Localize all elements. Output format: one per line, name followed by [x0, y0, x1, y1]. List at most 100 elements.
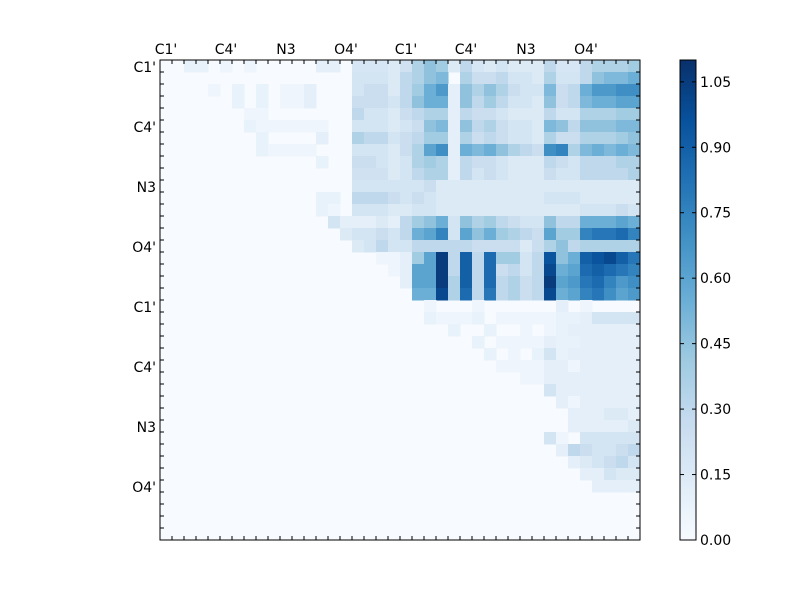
heatmap-cell [616, 144, 629, 157]
heatmap-cell [400, 120, 413, 133]
heatmap-cell [364, 108, 377, 121]
heatmap-cell [580, 252, 593, 265]
heatmap-cell [604, 192, 617, 205]
heatmap-cell [352, 132, 365, 145]
heatmap-cell [436, 228, 449, 241]
heatmap-cell [352, 120, 365, 133]
colorbar [679, 59, 697, 541]
heatmap-cell [244, 60, 257, 73]
heatmap-cell [508, 336, 521, 349]
heatmap-cell [568, 264, 581, 277]
heatmap-cell [580, 396, 593, 409]
heatmap-cell [616, 120, 629, 133]
heatmap-cell [508, 252, 521, 265]
heatmap-cell [616, 324, 629, 337]
minor-ticks [159, 59, 641, 541]
heatmap-cell [544, 240, 557, 253]
heatmap-cell [352, 192, 365, 205]
heatmap-cell [448, 60, 461, 73]
heatmap-cell [532, 132, 545, 145]
heatmap-cell [484, 156, 497, 169]
heatmap-cell [424, 240, 437, 253]
heatmap-cell [544, 384, 557, 397]
heatmap-cell [628, 216, 641, 229]
heatmap-cell [484, 132, 497, 145]
heatmap-cell [580, 468, 593, 481]
heatmap-cell [532, 84, 545, 97]
heatmap-cell [280, 96, 293, 109]
heatmap-cell [592, 324, 605, 337]
heatmap-cell [556, 360, 569, 373]
heatmap-cell [520, 288, 533, 301]
heatmap-cell [496, 180, 509, 193]
heatmap-cell [316, 132, 329, 145]
heatmap-cell [628, 72, 641, 85]
heatmap-cell [616, 420, 629, 433]
heatmap-cell [604, 156, 617, 169]
heatmap-cell [376, 132, 389, 145]
heatmap-cell [628, 360, 641, 373]
heatmap-cell [436, 132, 449, 145]
heatmap-cell [484, 144, 497, 157]
heatmap-cell [484, 216, 497, 229]
heatmap-cell [388, 108, 401, 121]
heatmap-cell [568, 252, 581, 265]
heatmap-cell [484, 348, 497, 361]
heatmap-cell [592, 312, 605, 325]
heatmap-cell [184, 60, 197, 73]
heatmap-cell [376, 240, 389, 253]
heatmap-cell [388, 168, 401, 181]
heatmap-cell [628, 444, 641, 457]
colorbar-tick-label: 0.90 [700, 140, 731, 156]
heatmap-cell [544, 288, 557, 301]
heatmap-cell [580, 72, 593, 85]
heatmap-cell [460, 228, 473, 241]
heatmap-cell [412, 144, 425, 157]
heatmap-cell [580, 348, 593, 361]
heatmap-cell [448, 324, 461, 337]
heatmap-cell [592, 360, 605, 373]
heatmap-cell [412, 228, 425, 241]
heatmap-cell [448, 168, 461, 181]
heatmap-cell [460, 240, 473, 253]
heatmap-cell [436, 144, 449, 157]
heatmap-cell [472, 288, 485, 301]
heatmap-cell [580, 132, 593, 145]
heatmap-cell [472, 60, 485, 73]
heatmap-cell [532, 336, 545, 349]
heatmap-cell [580, 420, 593, 433]
heatmap-cell [376, 192, 389, 205]
heatmap-cell [532, 264, 545, 277]
heatmap-cell [616, 180, 629, 193]
colorbar-tick-label: 0.30 [700, 402, 731, 418]
heatmap-cell [532, 348, 545, 361]
heatmap-cell [592, 288, 605, 301]
heatmap-cell [424, 60, 437, 73]
heatmap-cell [532, 168, 545, 181]
heatmap-cell [376, 252, 389, 265]
heatmap-cell [568, 288, 581, 301]
heatmap-cell [556, 132, 569, 145]
heatmap-cell [472, 132, 485, 145]
heatmap-cell [388, 264, 401, 277]
heatmap-cell [568, 192, 581, 205]
heatmap-cell [436, 60, 449, 73]
heatmap-cell [532, 312, 545, 325]
y-tick-label: O4' [132, 480, 156, 496]
heatmap-cell [460, 192, 473, 205]
heatmap-cell [460, 264, 473, 277]
heatmap-cell [352, 84, 365, 97]
heatmap-cell [568, 204, 581, 217]
heatmap-cell [460, 204, 473, 217]
heatmap-cell [520, 216, 533, 229]
heatmap-cell [388, 192, 401, 205]
heatmap-cell [532, 252, 545, 265]
heatmap-cell [580, 408, 593, 421]
heatmap-cell [448, 156, 461, 169]
heatmap-cell [616, 348, 629, 361]
heatmap-cell [388, 144, 401, 157]
heatmap-cell [244, 108, 257, 121]
heatmap-cell [448, 144, 461, 157]
heatmap-cell [628, 120, 641, 133]
heatmap-cell [544, 180, 557, 193]
